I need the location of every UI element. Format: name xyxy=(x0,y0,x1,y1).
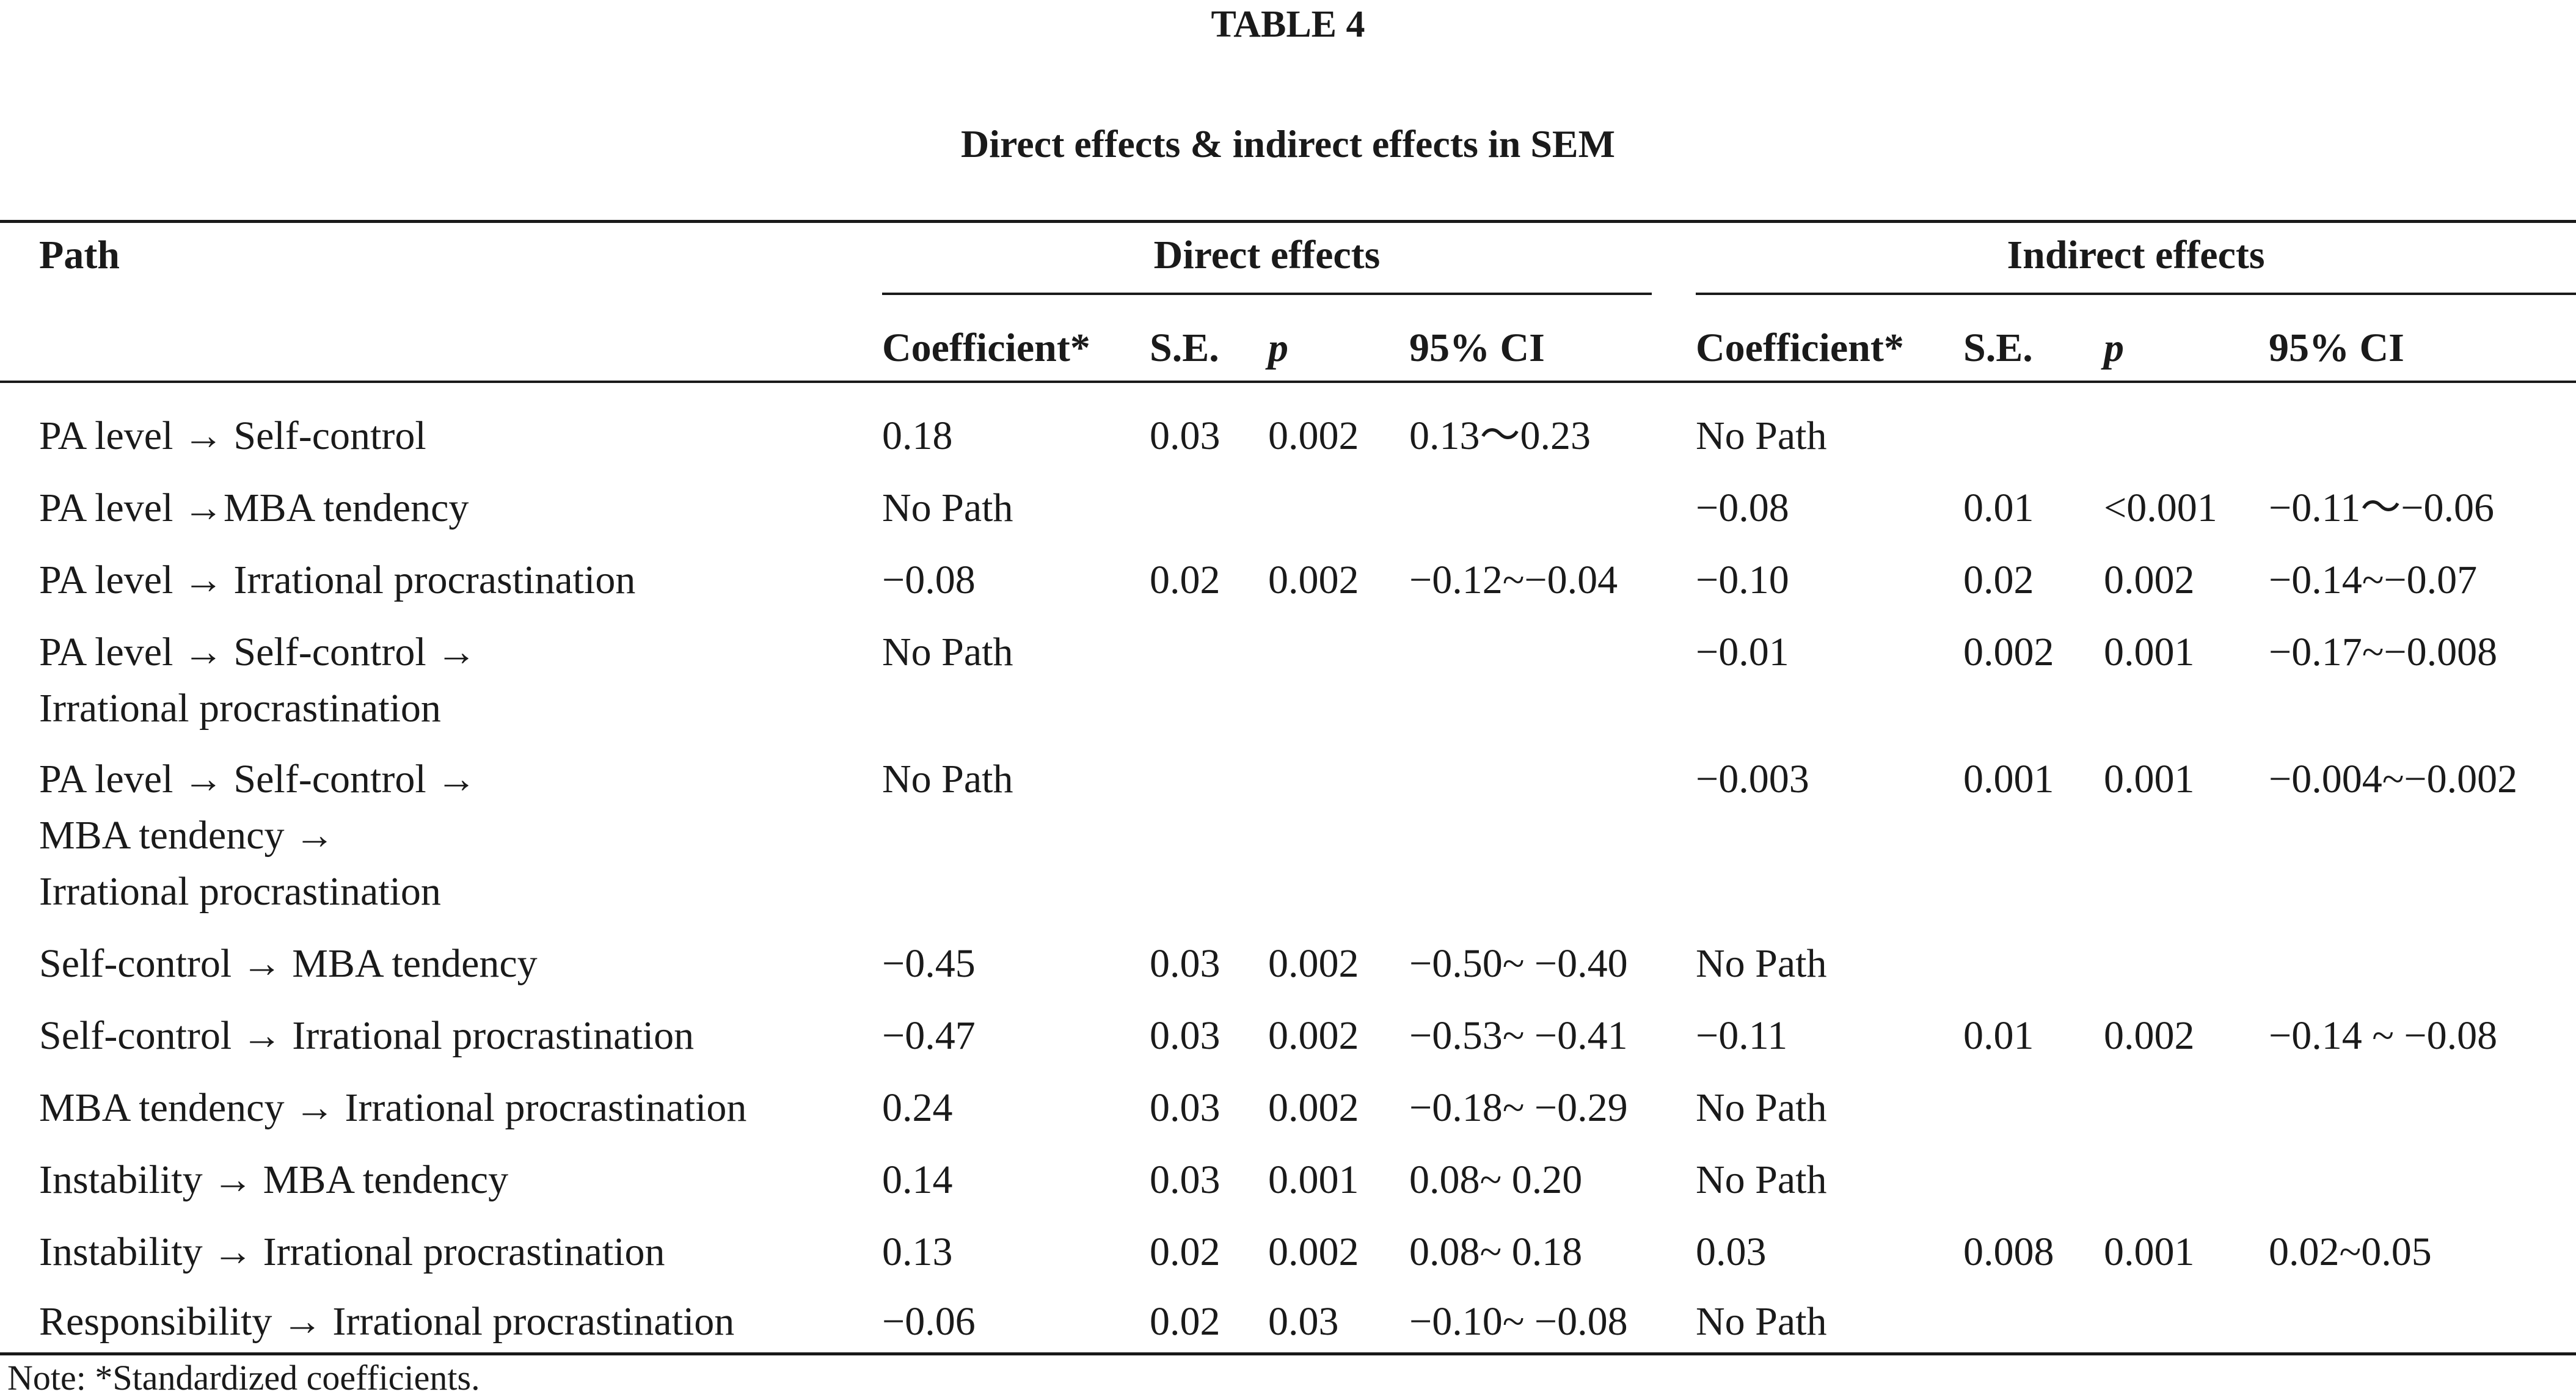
header-rule xyxy=(0,381,2576,383)
header-direct-coefficient: Coefficient* xyxy=(882,326,1090,370)
row-direct-coefficient: 0.18 xyxy=(882,414,953,458)
header-indirect-p: p xyxy=(2104,326,2124,370)
row-path: Self-control → MBA tendency xyxy=(39,941,538,986)
row-indirect-coefficient: No Path xyxy=(1696,414,1827,458)
row-path: Instability → MBA tendency xyxy=(39,1158,509,1202)
row-direct-ci: −0.12~−0.04 xyxy=(1409,558,1618,602)
row-direct-se: 0.03 xyxy=(1150,1158,1220,1202)
row-direct-ci: 0.13〜0.23 xyxy=(1409,414,1591,458)
row-indirect-coefficient: No Path xyxy=(1696,1158,1827,1202)
row-indirect-se: 0.02 xyxy=(1963,558,2034,602)
row-path: Instability → Irrational procrastination xyxy=(39,1230,665,1274)
row-indirect-ci: −0.14~−0.07 xyxy=(2269,558,2478,602)
row-direct-p: 0.002 xyxy=(1268,414,1359,458)
row-path: MBA tendency → Irrational procrastinatio… xyxy=(39,1085,747,1130)
header-indirect-effects: Indirect effects xyxy=(2007,233,2265,277)
row-direct-ci: −0.50~ −0.40 xyxy=(1409,941,1628,986)
row-direct-coefficient: 0.24 xyxy=(882,1085,953,1130)
row-direct-ci: −0.53~ −0.41 xyxy=(1409,1013,1628,1058)
table-caption: Direct effects & indirect effects in SEM xyxy=(961,122,1615,166)
row-path: PA level → Self-control → xyxy=(39,757,477,801)
bottom-rule xyxy=(0,1352,2576,1355)
row-direct-p: 0.002 xyxy=(1268,941,1359,986)
row-direct-coefficient: −0.47 xyxy=(882,1013,976,1058)
row-indirect-ci: −0.11〜−0.06 xyxy=(2269,486,2494,530)
row-direct-se: 0.03 xyxy=(1150,941,1220,986)
row-indirect-ci: −0.17~−0.008 xyxy=(2269,630,2498,674)
row-indirect-se: 0.01 xyxy=(1963,486,2034,530)
row-path: PA level →MBA tendency xyxy=(39,486,469,530)
row-indirect-se: 0.01 xyxy=(1963,1013,2034,1058)
row-direct-coefficient: No Path xyxy=(882,757,1013,801)
row-direct-p: 0.001 xyxy=(1268,1158,1359,1202)
row-direct-se: 0.02 xyxy=(1150,1299,1220,1344)
header-indirect-se: S.E. xyxy=(1963,326,2033,370)
row-indirect-p: <0.001 xyxy=(2104,486,2217,530)
row-path: Responsibility → Irrational procrastinat… xyxy=(39,1299,735,1344)
row-direct-coefficient: −0.06 xyxy=(882,1299,976,1344)
row-direct-ci: 0.08~ 0.18 xyxy=(1409,1230,1583,1274)
row-direct-se: 0.02 xyxy=(1150,1230,1220,1274)
row-indirect-coefficient: −0.08 xyxy=(1696,486,1789,530)
top-rule xyxy=(0,220,2576,223)
row-direct-se: 0.03 xyxy=(1150,414,1220,458)
row-indirect-coefficient: No Path xyxy=(1696,941,1827,986)
row-direct-ci: 0.08~ 0.20 xyxy=(1409,1158,1583,1202)
row-direct-coefficient: 0.14 xyxy=(882,1158,953,1202)
row-indirect-se: 0.008 xyxy=(1963,1230,2054,1274)
row-direct-p: 0.03 xyxy=(1268,1299,1339,1344)
header-path: Path xyxy=(39,233,120,277)
row-direct-se: 0.03 xyxy=(1150,1085,1220,1130)
row-direct-p: 0.002 xyxy=(1268,1085,1359,1130)
row-indirect-coefficient: No Path xyxy=(1696,1085,1827,1130)
row-path-continued: Irrational procrastination xyxy=(39,869,441,914)
row-indirect-coefficient: −0.01 xyxy=(1696,630,1789,674)
row-direct-p: 0.002 xyxy=(1268,558,1359,602)
row-path-continued: Irrational procrastination xyxy=(39,686,441,731)
row-direct-ci: −0.10~ −0.08 xyxy=(1409,1299,1628,1344)
row-direct-p: 0.002 xyxy=(1268,1230,1359,1274)
row-indirect-se: 0.002 xyxy=(1963,630,2054,674)
table-note: Note: *Standardized coefficients. xyxy=(7,1358,480,1398)
row-indirect-se: 0.001 xyxy=(1963,757,2054,801)
row-indirect-ci: −0.14 ~ −0.08 xyxy=(2269,1013,2498,1058)
indirect-spanner-rule xyxy=(1696,293,2576,295)
header-direct-ci: 95% CI xyxy=(1409,326,1545,370)
row-path: Self-control → Irrational procrastinatio… xyxy=(39,1013,695,1058)
row-direct-se: 0.03 xyxy=(1150,1013,1220,1058)
row-indirect-p: 0.001 xyxy=(2104,1230,2195,1274)
row-indirect-ci: 0.02~0.05 xyxy=(2269,1230,2432,1274)
row-indirect-coefficient: −0.11 xyxy=(1696,1013,1788,1058)
row-direct-coefficient: −0.08 xyxy=(882,558,976,602)
row-indirect-ci: −0.004~−0.002 xyxy=(2269,757,2518,801)
row-direct-coefficient: No Path xyxy=(882,630,1013,674)
row-indirect-coefficient: −0.003 xyxy=(1696,757,1809,801)
row-indirect-p: 0.002 xyxy=(2104,558,2195,602)
row-direct-coefficient: No Path xyxy=(882,486,1013,530)
row-path-continued: MBA tendency → xyxy=(39,813,335,858)
row-indirect-coefficient: −0.10 xyxy=(1696,558,1789,602)
header-direct-se: S.E. xyxy=(1150,326,1219,370)
row-indirect-coefficient: No Path xyxy=(1696,1299,1827,1344)
row-path: PA level → Self-control xyxy=(39,414,426,458)
row-indirect-coefficient: 0.03 xyxy=(1696,1230,1767,1274)
row-path: PA level → Irrational procrastination xyxy=(39,558,636,602)
row-direct-ci: −0.18~ −0.29 xyxy=(1409,1085,1628,1130)
row-indirect-p: 0.001 xyxy=(2104,630,2195,674)
row-path: PA level → Self-control → xyxy=(39,630,477,674)
row-indirect-p: 0.001 xyxy=(2104,757,2195,801)
row-direct-coefficient: −0.45 xyxy=(882,941,976,986)
row-indirect-p: 0.002 xyxy=(2104,1013,2195,1058)
header-direct-effects: Direct effects xyxy=(1153,233,1381,277)
row-direct-se: 0.02 xyxy=(1150,558,1220,602)
header-indirect-coefficient: Coefficient* xyxy=(1696,326,1904,370)
header-indirect-ci: 95% CI xyxy=(2269,326,2404,370)
row-direct-p: 0.002 xyxy=(1268,1013,1359,1058)
direct-spanner-rule xyxy=(882,293,1652,295)
table-label: TABLE 4 xyxy=(1211,4,1365,45)
header-direct-p: p xyxy=(1268,326,1288,370)
row-direct-coefficient: 0.13 xyxy=(882,1230,953,1274)
